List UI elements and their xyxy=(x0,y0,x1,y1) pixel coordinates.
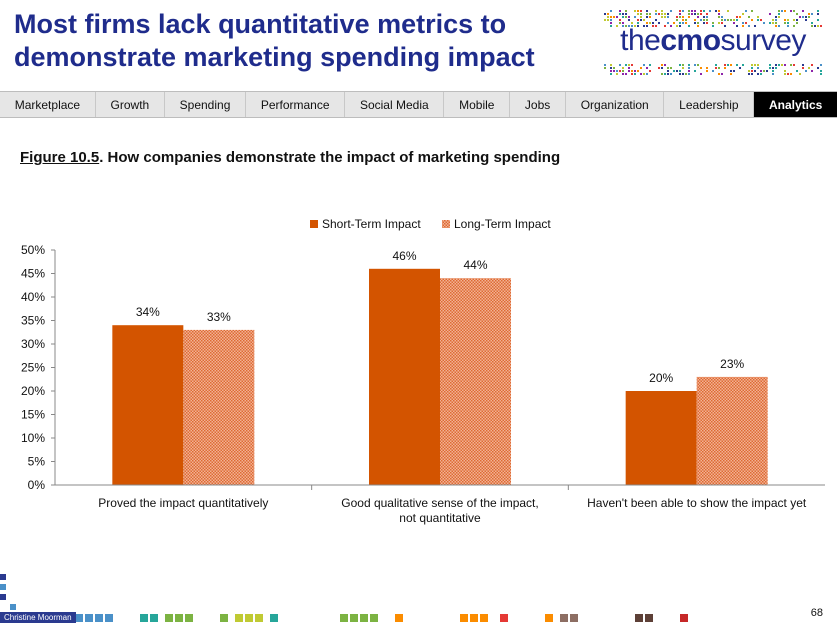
y-tick-label: 35% xyxy=(21,314,45,328)
section-nav: Marketplace Growth Spending Performance … xyxy=(0,91,837,118)
x-axis: Proved the impact quantitatively Good qua… xyxy=(55,484,825,525)
page-headline: Most firms lack quantitative metrics to … xyxy=(14,9,535,72)
nav-tab-jobs[interactable]: Jobs xyxy=(510,92,566,117)
nav-tab-growth[interactable]: Growth xyxy=(96,92,165,117)
data-label: 20% xyxy=(649,371,673,385)
bar-chart: Short-Term Impact Long-Term Impact 0% 5% 10… xyxy=(21,217,825,525)
nav-tab-spending[interactable]: Spending xyxy=(165,92,247,117)
author-credit: Christine Moorman xyxy=(0,612,76,623)
y-tick-label: 5% xyxy=(28,455,46,469)
legend-label-1: Short-Term Impact xyxy=(322,217,421,231)
page-number: 68 xyxy=(810,607,823,619)
cmo-survey-logo: thecmosurvey xyxy=(604,4,822,82)
chart-bars: 34% 33% 46% 44% 20% 23% xyxy=(112,249,768,485)
x-category-label: not quantitative xyxy=(399,511,481,525)
bar-short-term-1 xyxy=(112,325,184,485)
bar-short-term-2 xyxy=(369,268,440,485)
y-tick-label: 30% xyxy=(21,337,45,351)
nav-tab-marketplace[interactable]: Marketplace xyxy=(0,92,96,117)
figure-caption: . How companies demonstrate the impact o… xyxy=(99,149,561,166)
data-label: 33% xyxy=(207,310,231,324)
logo-prefix: the xyxy=(620,24,661,57)
footer-decoration xyxy=(0,574,688,622)
logo-dot-pattern xyxy=(604,10,822,75)
nav-tab-leadership[interactable]: Leadership xyxy=(664,92,755,117)
bar-short-term-3 xyxy=(625,391,697,485)
y-tick-label: 45% xyxy=(21,267,45,281)
y-tick-label: 25% xyxy=(21,361,45,375)
nav-tab-organization[interactable]: Organization xyxy=(566,92,665,117)
bar-long-term-2 xyxy=(440,278,511,485)
y-tick-label: 10% xyxy=(21,431,45,445)
bar-long-term-1 xyxy=(183,329,255,485)
logo-wordmark: thecmosurvey xyxy=(604,24,822,58)
y-axis: 0% 5% 10% 15% 20% 25% 30% 35% 40% 45% 50% xyxy=(21,243,56,492)
logo-middle: cmo xyxy=(660,24,721,57)
y-tick-label: 40% xyxy=(21,290,45,304)
x-category-label: Proved the impact quantitatively xyxy=(98,496,268,510)
y-tick-label: 20% xyxy=(21,384,45,398)
figure-number: Figure 10.5 xyxy=(20,149,100,166)
logo-suffix: survey xyxy=(720,24,807,57)
data-label: 46% xyxy=(392,249,416,263)
legend-swatch-1 xyxy=(310,220,318,228)
y-tick-label: 0% xyxy=(28,478,46,492)
nav-tab-social-media[interactable]: Social Media xyxy=(345,92,445,117)
legend-swatch-2 xyxy=(442,220,450,228)
bar-long-term-3 xyxy=(696,376,768,485)
y-tick-label: 50% xyxy=(21,243,45,257)
figure-title: Figure 10.5. How companies demonstrate t… xyxy=(20,149,560,166)
x-category-label: Good qualitative sense of the impact, xyxy=(341,496,538,510)
chart-legend: Short-Term Impact Long-Term Impact xyxy=(310,217,551,231)
data-label: 23% xyxy=(720,357,744,371)
nav-tab-analytics[interactable]: Analytics xyxy=(754,92,837,117)
nav-tab-mobile[interactable]: Mobile xyxy=(444,92,511,117)
nav-tab-performance[interactable]: Performance xyxy=(246,92,346,117)
legend-label-2: Long-Term Impact xyxy=(454,217,551,231)
data-label: 44% xyxy=(463,258,487,272)
y-tick-label: 15% xyxy=(21,408,45,422)
x-category-label: Haven't been able to show the impact yet xyxy=(587,496,807,510)
data-label: 34% xyxy=(136,305,160,319)
